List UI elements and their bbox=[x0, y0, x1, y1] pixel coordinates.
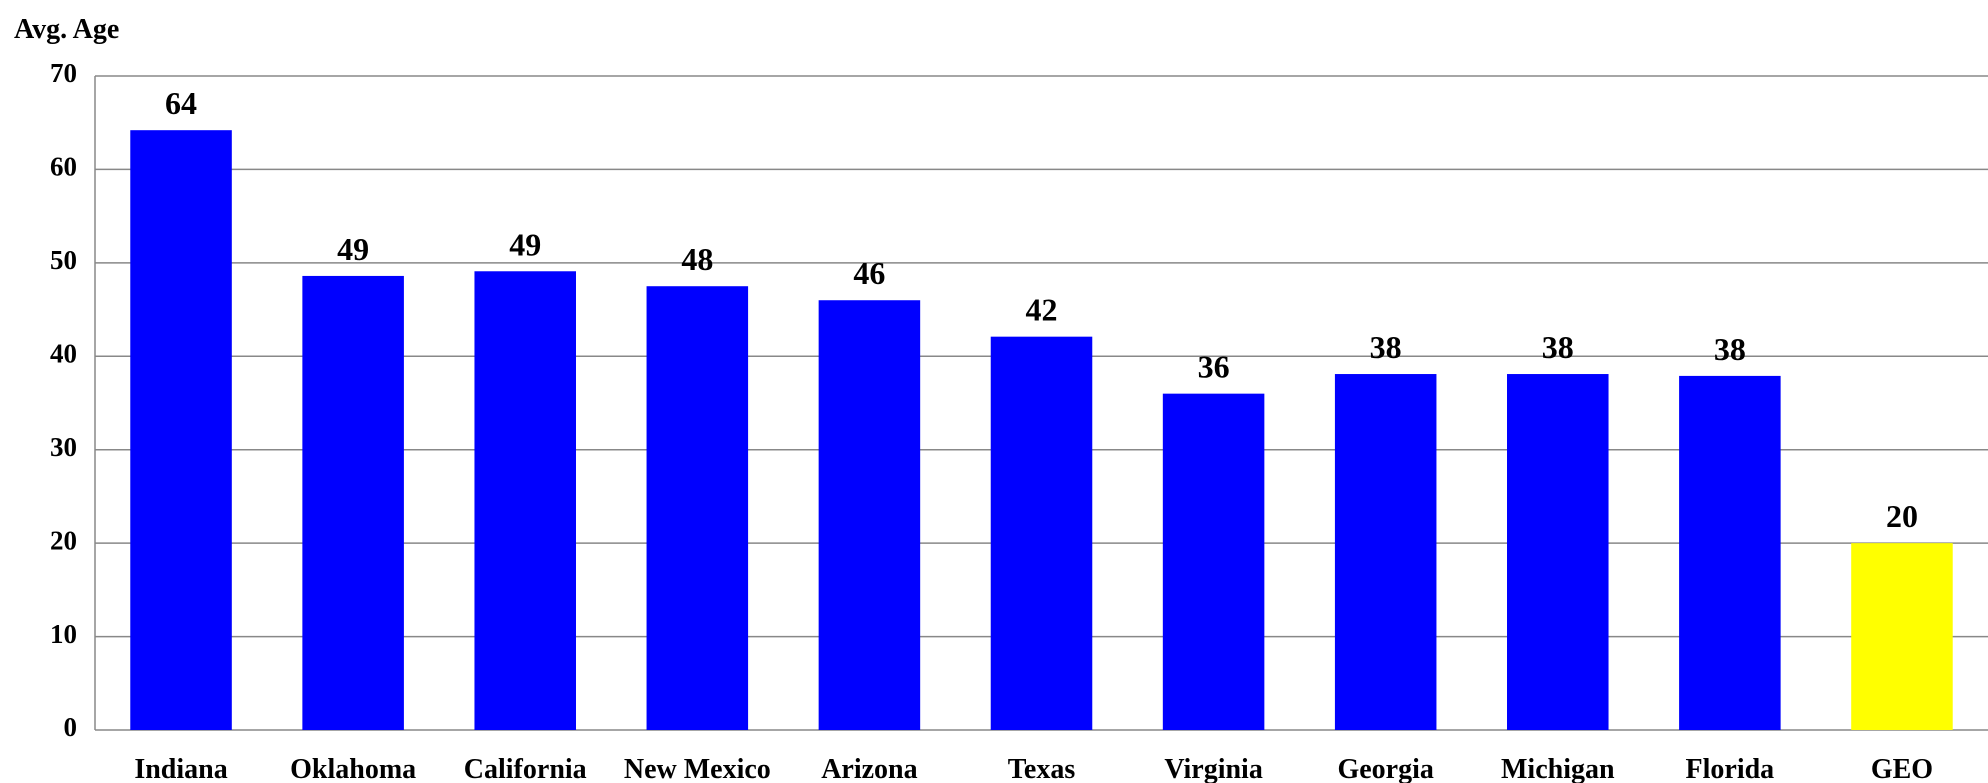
y-axis-label: Avg. Age bbox=[14, 14, 119, 45]
x-tick-label: GEO bbox=[1871, 754, 1933, 783]
x-tick-label: California bbox=[464, 754, 587, 783]
bar bbox=[474, 271, 576, 730]
data-label: 42 bbox=[1026, 292, 1058, 328]
y-tick-label: 70 bbox=[50, 58, 77, 88]
y-tick-label: 60 bbox=[50, 152, 77, 182]
bar bbox=[1507, 374, 1609, 730]
data-label: 49 bbox=[509, 226, 541, 262]
data-label: 36 bbox=[1198, 349, 1230, 385]
bar bbox=[990, 336, 1093, 730]
x-tick-label: Virginia bbox=[1164, 754, 1263, 783]
x-tick-label: Georgia bbox=[1337, 754, 1433, 783]
data-label: 48 bbox=[681, 241, 713, 277]
data-label: 38 bbox=[1370, 329, 1402, 365]
x-tick-label: Texas bbox=[1008, 754, 1076, 783]
x-tick-label: Indiana bbox=[134, 754, 227, 783]
bar bbox=[1851, 543, 1953, 730]
x-tick-label: Oklahoma bbox=[290, 754, 416, 783]
bar bbox=[1162, 393, 1265, 730]
bar bbox=[302, 275, 404, 730]
y-tick-label: 50 bbox=[50, 245, 77, 275]
y-tick-label: 20 bbox=[50, 525, 77, 555]
x-tick-label: Arizona bbox=[821, 754, 917, 783]
y-tick-label: 30 bbox=[50, 432, 77, 462]
x-tick-label: Florida bbox=[1686, 754, 1775, 783]
bar bbox=[646, 286, 749, 730]
bar bbox=[1334, 374, 1437, 730]
y-tick-label: 0 bbox=[64, 712, 78, 742]
y-tick-label: 40 bbox=[50, 338, 77, 368]
data-label: 20 bbox=[1886, 498, 1918, 534]
data-label: 64 bbox=[165, 85, 197, 121]
data-label: 49 bbox=[337, 231, 369, 267]
bar bbox=[818, 300, 921, 730]
data-label: 46 bbox=[853, 255, 885, 291]
data-label: 38 bbox=[1714, 331, 1746, 367]
data-label: 38 bbox=[1542, 329, 1574, 365]
x-tick-label: Michigan bbox=[1501, 754, 1615, 783]
x-tick-label: New Mexico bbox=[624, 754, 771, 783]
bar bbox=[1679, 375, 1781, 730]
y-tick-label: 10 bbox=[50, 619, 77, 649]
bar bbox=[130, 130, 232, 730]
